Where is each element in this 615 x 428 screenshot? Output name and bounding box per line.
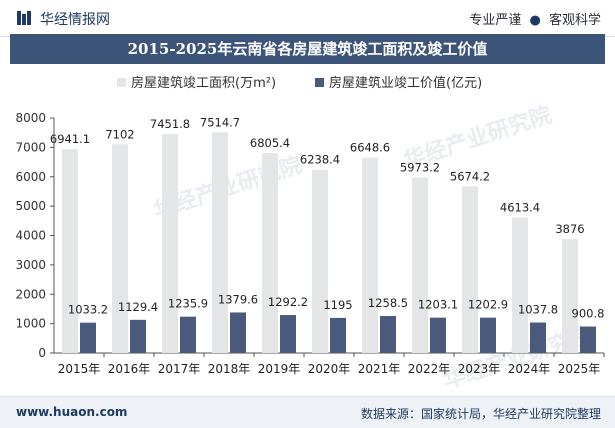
data-label-area: 4613.4 <box>500 200 540 214</box>
x-tick-label: 2022年 <box>408 362 451 376</box>
x-tick-label: 2023年 <box>458 362 501 376</box>
x-tick-label: 2019年 <box>258 362 301 376</box>
y-tick-label: 3000 <box>15 258 46 272</box>
footer-source: 数据来源：国家统计局，华经产业研究院整理 <box>360 407 601 421</box>
legend-item-area: 房屋建筑竣工面积(万m²) <box>117 74 276 94</box>
x-tick-label: 2024年 <box>508 362 551 376</box>
data-label-value: 1258.5 <box>368 296 408 310</box>
data-label-area: 7451.8 <box>150 117 190 131</box>
bar-area <box>62 149 78 353</box>
x-tick-label: 2020年 <box>308 362 351 376</box>
bar-value <box>580 326 596 353</box>
legend-label-value: 房屋建筑业竣工价值(亿元) <box>329 76 483 91</box>
bar-value <box>230 312 246 353</box>
chart-title: 2015-2025年云南省各房屋建筑竣工面积及竣工价值 <box>10 34 605 64</box>
bar-chart: 0 1000 2000 3000 4000 5000 6000 7000 8000 2015年 69… <box>15 111 605 376</box>
bar-value <box>480 317 496 353</box>
y-tick-label: 6000 <box>15 170 46 184</box>
x-tick-label: 2016年 <box>108 362 151 376</box>
bar-area <box>112 144 128 353</box>
bar-value <box>80 322 96 353</box>
y-tick-label: 1000 <box>15 317 46 331</box>
footer-url[interactable]: www.huaon.com <box>16 405 128 419</box>
bar-area <box>162 134 178 353</box>
chart-legend: 房屋建筑竣工面积(万m²) 房屋建筑业竣工价值(亿元) <box>0 74 615 94</box>
data-label-value: 1202.9 <box>468 298 508 312</box>
tagline-separator: ● <box>529 13 541 28</box>
y-tick-label: 5000 <box>15 199 46 213</box>
y-tick-label: 8000 <box>15 111 46 125</box>
x-tick-label: 2017年 <box>158 362 201 376</box>
x-tick-label: 2025年 <box>558 362 601 376</box>
legend-swatch-value <box>315 78 324 87</box>
bar-value <box>430 317 446 353</box>
data-label-area: 7102 <box>105 127 134 141</box>
data-label-area: 5674.2 <box>450 169 490 183</box>
bar-area <box>362 157 378 353</box>
data-label-value: 1203.1 <box>418 298 458 312</box>
tagline-left: 专业严谨 <box>469 13 522 28</box>
bar-area <box>212 132 228 353</box>
bar-value <box>180 316 196 353</box>
data-label-area: 3876 <box>555 222 584 236</box>
x-tick-label: 2021年 <box>358 362 401 376</box>
bar-value <box>380 316 396 353</box>
data-label-area: 7514.7 <box>200 115 240 129</box>
y-tick-label: 2000 <box>15 287 46 301</box>
brand-name: 华经情报网 <box>40 12 110 28</box>
data-label-area: 6805.4 <box>250 136 290 150</box>
x-tick-label: 2018年 <box>208 362 251 376</box>
y-tick-label: 4000 <box>15 229 46 243</box>
bar-area <box>562 239 578 353</box>
legend-item-value: 房屋建筑业竣工价值(亿元) <box>315 74 482 94</box>
bar-value <box>130 319 146 353</box>
data-label-value: 1292.2 <box>268 295 308 309</box>
bar-area <box>312 169 328 353</box>
bar-area <box>462 186 478 353</box>
legend-label-area: 房屋建筑竣工面积(万m²) <box>131 76 277 91</box>
legend-swatch-area <box>117 78 126 87</box>
bar-value <box>280 315 296 353</box>
data-label-area: 6238.4 <box>300 153 340 167</box>
data-label-value: 1129.4 <box>118 300 158 314</box>
data-label-area: 6941.1 <box>50 132 90 146</box>
x-tick-label: 2015年 <box>58 362 101 376</box>
tagline-right: 客观科学 <box>548 13 601 28</box>
bar-area <box>262 153 278 353</box>
data-label-value: 1033.2 <box>68 303 108 317</box>
data-label-value: 1037.8 <box>518 303 558 317</box>
data-label-value: 900.8 <box>572 307 605 321</box>
y-tick-label: 7000 <box>15 140 46 154</box>
huajing-logo-icon <box>17 11 31 25</box>
tagline: 专业严谨 ● 客观科学 <box>469 9 601 28</box>
bar-value <box>530 322 546 353</box>
data-label-value: 1195 <box>323 298 352 312</box>
data-label-value: 1235.9 <box>168 297 208 311</box>
y-tick-label: 0 <box>38 346 46 360</box>
footer: www.huaon.com 数据来源：国家统计局，华经产业研究院整理 <box>0 396 615 428</box>
bar-area <box>512 217 528 353</box>
data-label-value: 1379.6 <box>218 292 258 306</box>
data-label-area: 5973.2 <box>400 161 440 175</box>
data-label-area: 6648.6 <box>350 141 390 155</box>
bar-area <box>412 177 428 353</box>
bar-value <box>330 317 346 353</box>
